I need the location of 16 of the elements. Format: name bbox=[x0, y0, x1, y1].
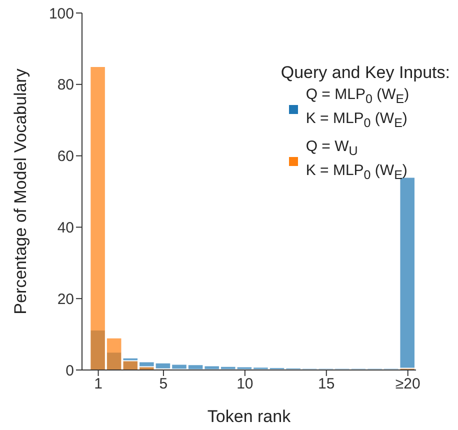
y-tick-label: 40 bbox=[57, 220, 74, 237]
legend-title: Query and Key Inputs: bbox=[280, 63, 450, 83]
text: Q = MLP$_{0}$ (W$_{E}$) K = MLP$_{0}$ (W$_{E}$) bbox=[306, 86, 410, 130]
x-axis-title: Token rank bbox=[207, 407, 292, 426]
y-tick-label: 0 bbox=[66, 362, 74, 380]
x-tick-label: 10 bbox=[236, 376, 254, 393]
legend-label: Q = W$_{U}$ K = MLP$_{0}$ (W$_{E}$) bbox=[306, 137, 408, 184]
y-axis-title: Percentage of Model Vocabulary bbox=[11, 68, 30, 314]
x-tick-label: ≥20 bbox=[395, 376, 420, 393]
x-tick-label: 5 bbox=[159, 376, 168, 393]
y-tick-label: 60 bbox=[57, 148, 74, 166]
y-tick-label: 80 bbox=[57, 76, 74, 94]
x-tick-label: 1 bbox=[94, 376, 102, 393]
y-tick-label: 20 bbox=[57, 290, 74, 308]
y-tick-label: 100 bbox=[48, 5, 74, 22]
x-tick-label: 15 bbox=[318, 376, 335, 393]
